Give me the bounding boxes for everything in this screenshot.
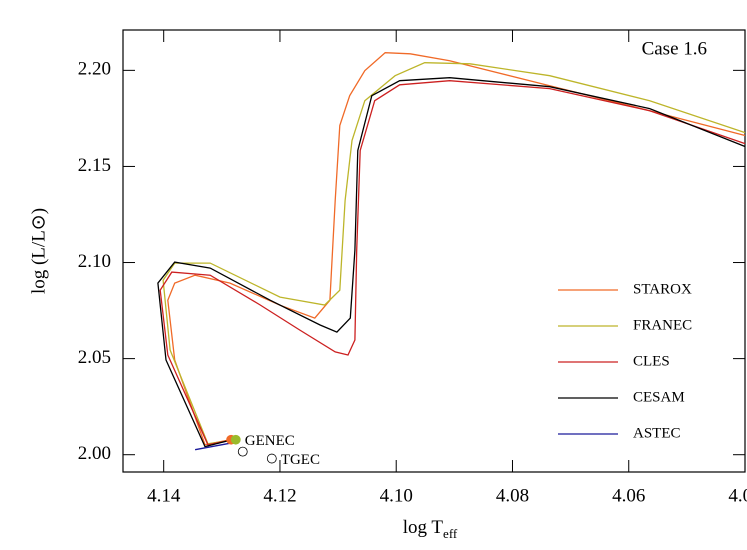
legend-label: FRANEC (633, 317, 692, 333)
x-tick-label: 4.08 (496, 485, 529, 506)
x-axis-label-text: log T (403, 517, 444, 538)
legend-label: CLES (633, 353, 670, 369)
x-tick-label: 4.06 (612, 485, 645, 506)
marker-label: TGEC (281, 452, 320, 468)
y-tick-label: 2.15 (78, 155, 111, 176)
y-tick-label: 2.20 (78, 59, 111, 80)
marker (237, 446, 248, 457)
legend-label: CESAM (633, 389, 685, 405)
y-tick-label: 2.00 (78, 443, 111, 464)
x-axis-label: log Teff (403, 517, 458, 541)
series-line (162, 62, 746, 445)
marker (230, 434, 241, 445)
x-tick-label: 4.10 (380, 485, 413, 506)
marker (266, 453, 277, 464)
y-axis-label: log (L/L⊙) (28, 208, 49, 294)
series-line (167, 52, 746, 446)
series-line (157, 77, 746, 448)
y-tick-label: 2.05 (78, 347, 111, 368)
x-axis-label-sub: eff (443, 526, 458, 541)
x-tick-label: 4.12 (263, 485, 296, 506)
series-line (159, 80, 746, 446)
x-tick-label: 4.04 (728, 485, 747, 506)
legend-label: ASTEC (633, 425, 681, 441)
plot-frame (122, 29, 746, 473)
legend-label: STAROX (633, 281, 692, 297)
series-line (194, 442, 233, 451)
annotation: Case 1.6 (642, 38, 707, 59)
y-tick-label: 2.10 (78, 251, 111, 272)
x-tick-label: 4.14 (147, 485, 181, 506)
marker-label: GENEC (245, 433, 295, 449)
